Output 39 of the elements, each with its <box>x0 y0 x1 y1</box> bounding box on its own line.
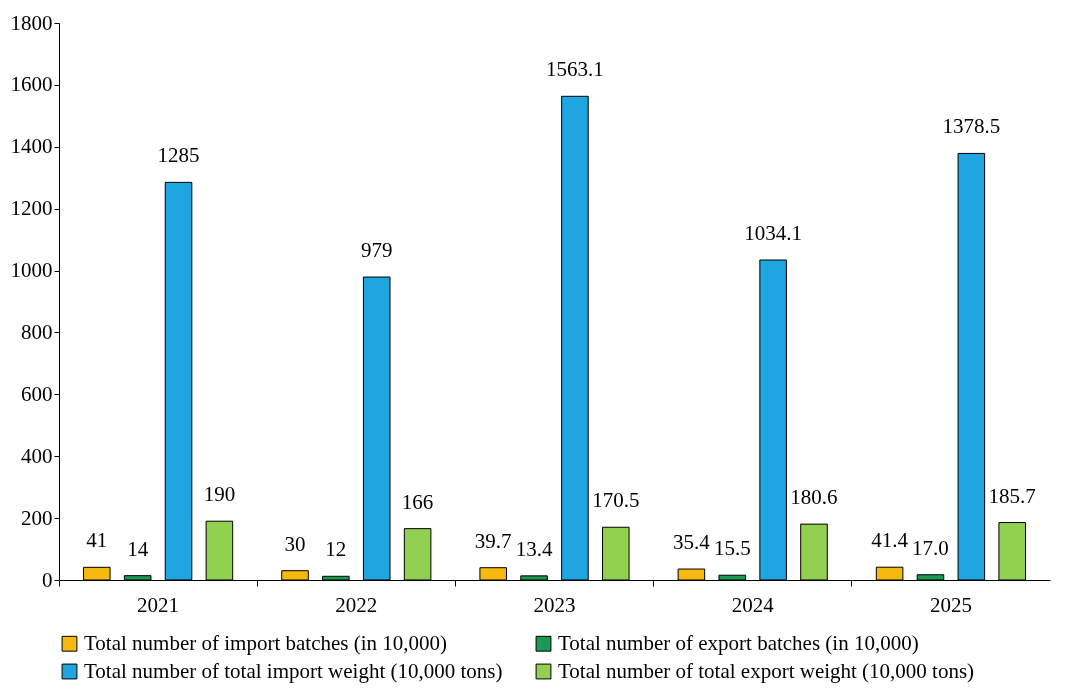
legend-label: Total number of import batches (in 10,000) <box>84 630 448 655</box>
y-tick-label: 600 <box>21 381 53 406</box>
x-tick-label: 2024 <box>731 592 775 617</box>
y-tick-label: 200 <box>21 505 53 530</box>
y-tick-label: 1800 <box>10 10 53 35</box>
y-tick-label: 0 <box>42 567 53 592</box>
y-tick-label: 1600 <box>10 72 53 97</box>
y-tick-label: 400 <box>21 443 53 468</box>
y-tick-label: 800 <box>21 319 53 344</box>
data-label: 1034.1 <box>744 221 803 245</box>
data-label: 185.7 <box>988 483 1036 508</box>
data-label: 41 <box>86 528 108 553</box>
data-label: 30 <box>284 531 306 556</box>
data-label: 1285 <box>157 143 200 168</box>
legend-label: Total number of total import weight (10,000 tons) <box>84 658 503 683</box>
y-tick-label: 1400 <box>10 134 53 159</box>
x-tick-label: 2025 <box>929 592 972 617</box>
data-label: 35.4 <box>673 530 711 555</box>
data-label: 979 <box>360 238 393 263</box>
y-tick-label: 1000 <box>10 258 53 283</box>
data-label: 1378.5 <box>942 114 1001 139</box>
data-label: 166 <box>401 489 434 514</box>
data-label: 41.4 <box>871 528 909 553</box>
data-label: 39.7 <box>474 528 512 553</box>
x-tick-label: 2023 <box>533 592 576 617</box>
data-label: 14 <box>127 536 149 561</box>
data-label: 17.0 <box>912 535 949 560</box>
data-label: 15.5 <box>713 536 751 561</box>
x-tick-label: 2022 <box>335 592 378 617</box>
data-label: 12 <box>325 537 347 562</box>
data-label: 170.5 <box>592 488 640 513</box>
data-label: 180.6 <box>790 485 838 510</box>
legend-label: Total number of total export weight (10,000 tons) <box>558 658 975 683</box>
y-tick-label: 1200 <box>10 196 53 221</box>
data-label: 1563.1 <box>546 57 604 82</box>
data-label: 13.4 <box>515 536 553 561</box>
legend-label: Total number of export batches (in 10,000) <box>558 630 919 655</box>
x-tick-label: 2021 <box>137 592 180 617</box>
data-label: 190 <box>203 482 236 507</box>
